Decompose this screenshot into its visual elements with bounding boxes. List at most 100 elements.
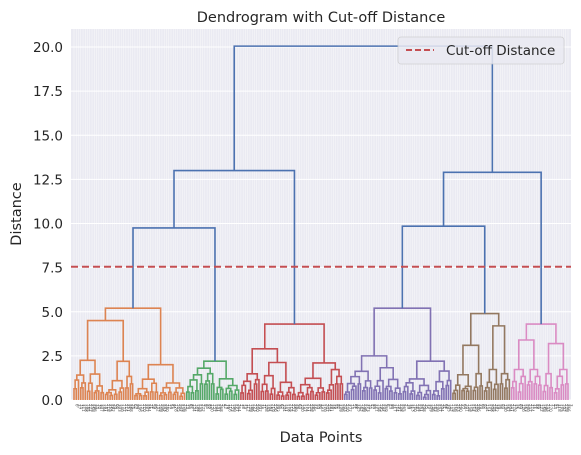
leaf-tick-label: 120 <box>210 404 215 412</box>
dendrogram-link <box>138 394 143 400</box>
dendrogram-link <box>422 396 427 400</box>
leaf-tick-label: 121 <box>374 404 379 412</box>
dendrogram-link <box>438 370 450 382</box>
leaf-tick-label: 252 <box>291 404 296 412</box>
dendrogram-link <box>511 380 517 400</box>
y-tick-label: 17.5 <box>33 84 63 100</box>
leaf-tick-label: 236 <box>363 404 368 412</box>
leaf-tick-label: 107 <box>99 404 104 412</box>
dendrogram-link <box>224 393 229 400</box>
dendrogram-link <box>418 384 430 393</box>
leaf-tick-label: 125 <box>356 404 361 412</box>
dendrogram-link <box>533 383 538 400</box>
dendrogram-link <box>357 383 362 400</box>
leaf-tick-label: 33 <box>95 404 100 410</box>
leaf-tick-label: 211 <box>307 404 312 412</box>
legend: Cut-off Distance <box>397 36 565 65</box>
leaf-tick-label: 71 <box>262 404 267 410</box>
leaf-tick-label: 35 <box>424 404 429 410</box>
dendrogram-link <box>510 386 515 400</box>
leaf-tick-label: 186 <box>250 404 255 412</box>
leaf-tick-label: 289 <box>293 404 298 412</box>
leaf-tick-label: 47 <box>370 404 375 410</box>
leaf-tick-label: 89 <box>519 404 524 410</box>
dendrogram-link <box>187 385 194 393</box>
leaf-tick-label: 118 <box>557 404 562 412</box>
leaf-tick-label: 31 <box>442 404 447 410</box>
leaf-tick-label: 203 <box>343 404 348 412</box>
leaf-tick-label: 198 <box>196 404 201 412</box>
dendrogram-link <box>234 389 240 400</box>
leaf-tick-label: 44 <box>553 404 558 410</box>
leaf-tick-label: 270 <box>548 404 553 412</box>
leaf-tick-label: 268 <box>219 404 224 412</box>
leaf-tick-label: 276 <box>183 404 188 412</box>
leaf-tick-label: 74 <box>79 404 84 410</box>
leaf-tick-label: 23 <box>478 404 483 410</box>
leaf-tick-label: 59 <box>316 404 321 410</box>
leaf-tick-label: 83 <box>207 404 212 410</box>
leaf-tick-label: 142 <box>449 404 454 412</box>
leaf-tick-label: 116 <box>228 404 233 412</box>
leaf-tick-label: 266 <box>566 404 571 412</box>
dendrogram-link <box>104 393 109 400</box>
y-tick-label: 5.0 <box>42 305 63 321</box>
leaf-tick-label: 64 <box>462 404 467 410</box>
dendrogram-link <box>76 374 85 383</box>
dendrogram-link <box>199 383 204 400</box>
leaf-tick-label: 199 <box>361 404 366 412</box>
y-tick-label: 12.5 <box>33 172 63 188</box>
dendrogram-link <box>350 388 355 400</box>
leaf-tick-label: 101 <box>465 404 470 412</box>
leaf-tick-label: 202 <box>178 404 183 412</box>
dendrogram-link <box>493 383 499 400</box>
dendrogram-link <box>374 385 381 393</box>
leaf-tick-label: 140 <box>119 404 124 412</box>
x-axis-label: Data Points <box>280 430 363 446</box>
leaf-tick-label: 95 <box>153 404 158 410</box>
dendrogram-link <box>452 392 457 400</box>
leaf-tick-label: 9 <box>203 404 208 407</box>
leaf-grid-lines <box>73 29 569 400</box>
leaf-tick-label: 138 <box>467 404 472 412</box>
dendrogram-link <box>488 368 498 385</box>
leaf-tick-label: 124 <box>192 404 197 412</box>
leaf-tick-label: 257 <box>437 404 442 412</box>
leaf-tick-label: 178 <box>286 404 291 412</box>
leaf-tick-label: 37 <box>77 404 82 410</box>
leaf-tick-label: 192 <box>562 404 567 412</box>
dendrogram-link <box>210 383 215 400</box>
leaf-tick-label: 179 <box>451 404 456 412</box>
leaf-tick-label: 158 <box>377 404 382 412</box>
leaf-tick-label: 175 <box>469 404 474 412</box>
leaf-tick-label: 229 <box>564 404 569 412</box>
leaf-tick-label: 87 <box>189 404 194 410</box>
leaf-tick-label: 290 <box>458 404 463 412</box>
leaf-tick-label: 182 <box>268 404 273 412</box>
leaf-tick-label: 261 <box>419 404 424 412</box>
leaf-tick-label: 6 <box>386 404 391 407</box>
dendrogram-link <box>118 391 123 400</box>
leaf-tick-label: 62 <box>133 404 138 410</box>
dendrogram-link <box>373 389 378 400</box>
dendrogram-link <box>225 387 232 395</box>
leaf-tick-label: 29 <box>113 404 118 410</box>
leaf-tick-label: 11 <box>532 404 537 410</box>
dendrogram-link <box>195 390 199 400</box>
dendrogram-link <box>346 382 356 393</box>
leaf-tick-label: 169 <box>158 404 163 412</box>
dendrogram-link <box>393 392 398 400</box>
leaf-tick-label: 38 <box>241 404 246 410</box>
leaf-tick-label: 0 <box>74 404 79 407</box>
leaf-tick-label: 132 <box>156 404 161 412</box>
dendrogram-link <box>297 391 304 397</box>
dendrogram-link <box>553 392 558 400</box>
y-axis-label: Distance <box>9 182 25 245</box>
dendrogram-link <box>387 378 399 389</box>
dendrogram-link <box>465 390 470 400</box>
leaf-tick-label: 284 <box>146 404 151 412</box>
leaf-tick-label: 145 <box>266 404 271 412</box>
leaf-tick-label: 148 <box>83 404 88 412</box>
leaf-tick-label: 17 <box>167 404 172 410</box>
leaf-tick-label: 292 <box>110 404 115 412</box>
